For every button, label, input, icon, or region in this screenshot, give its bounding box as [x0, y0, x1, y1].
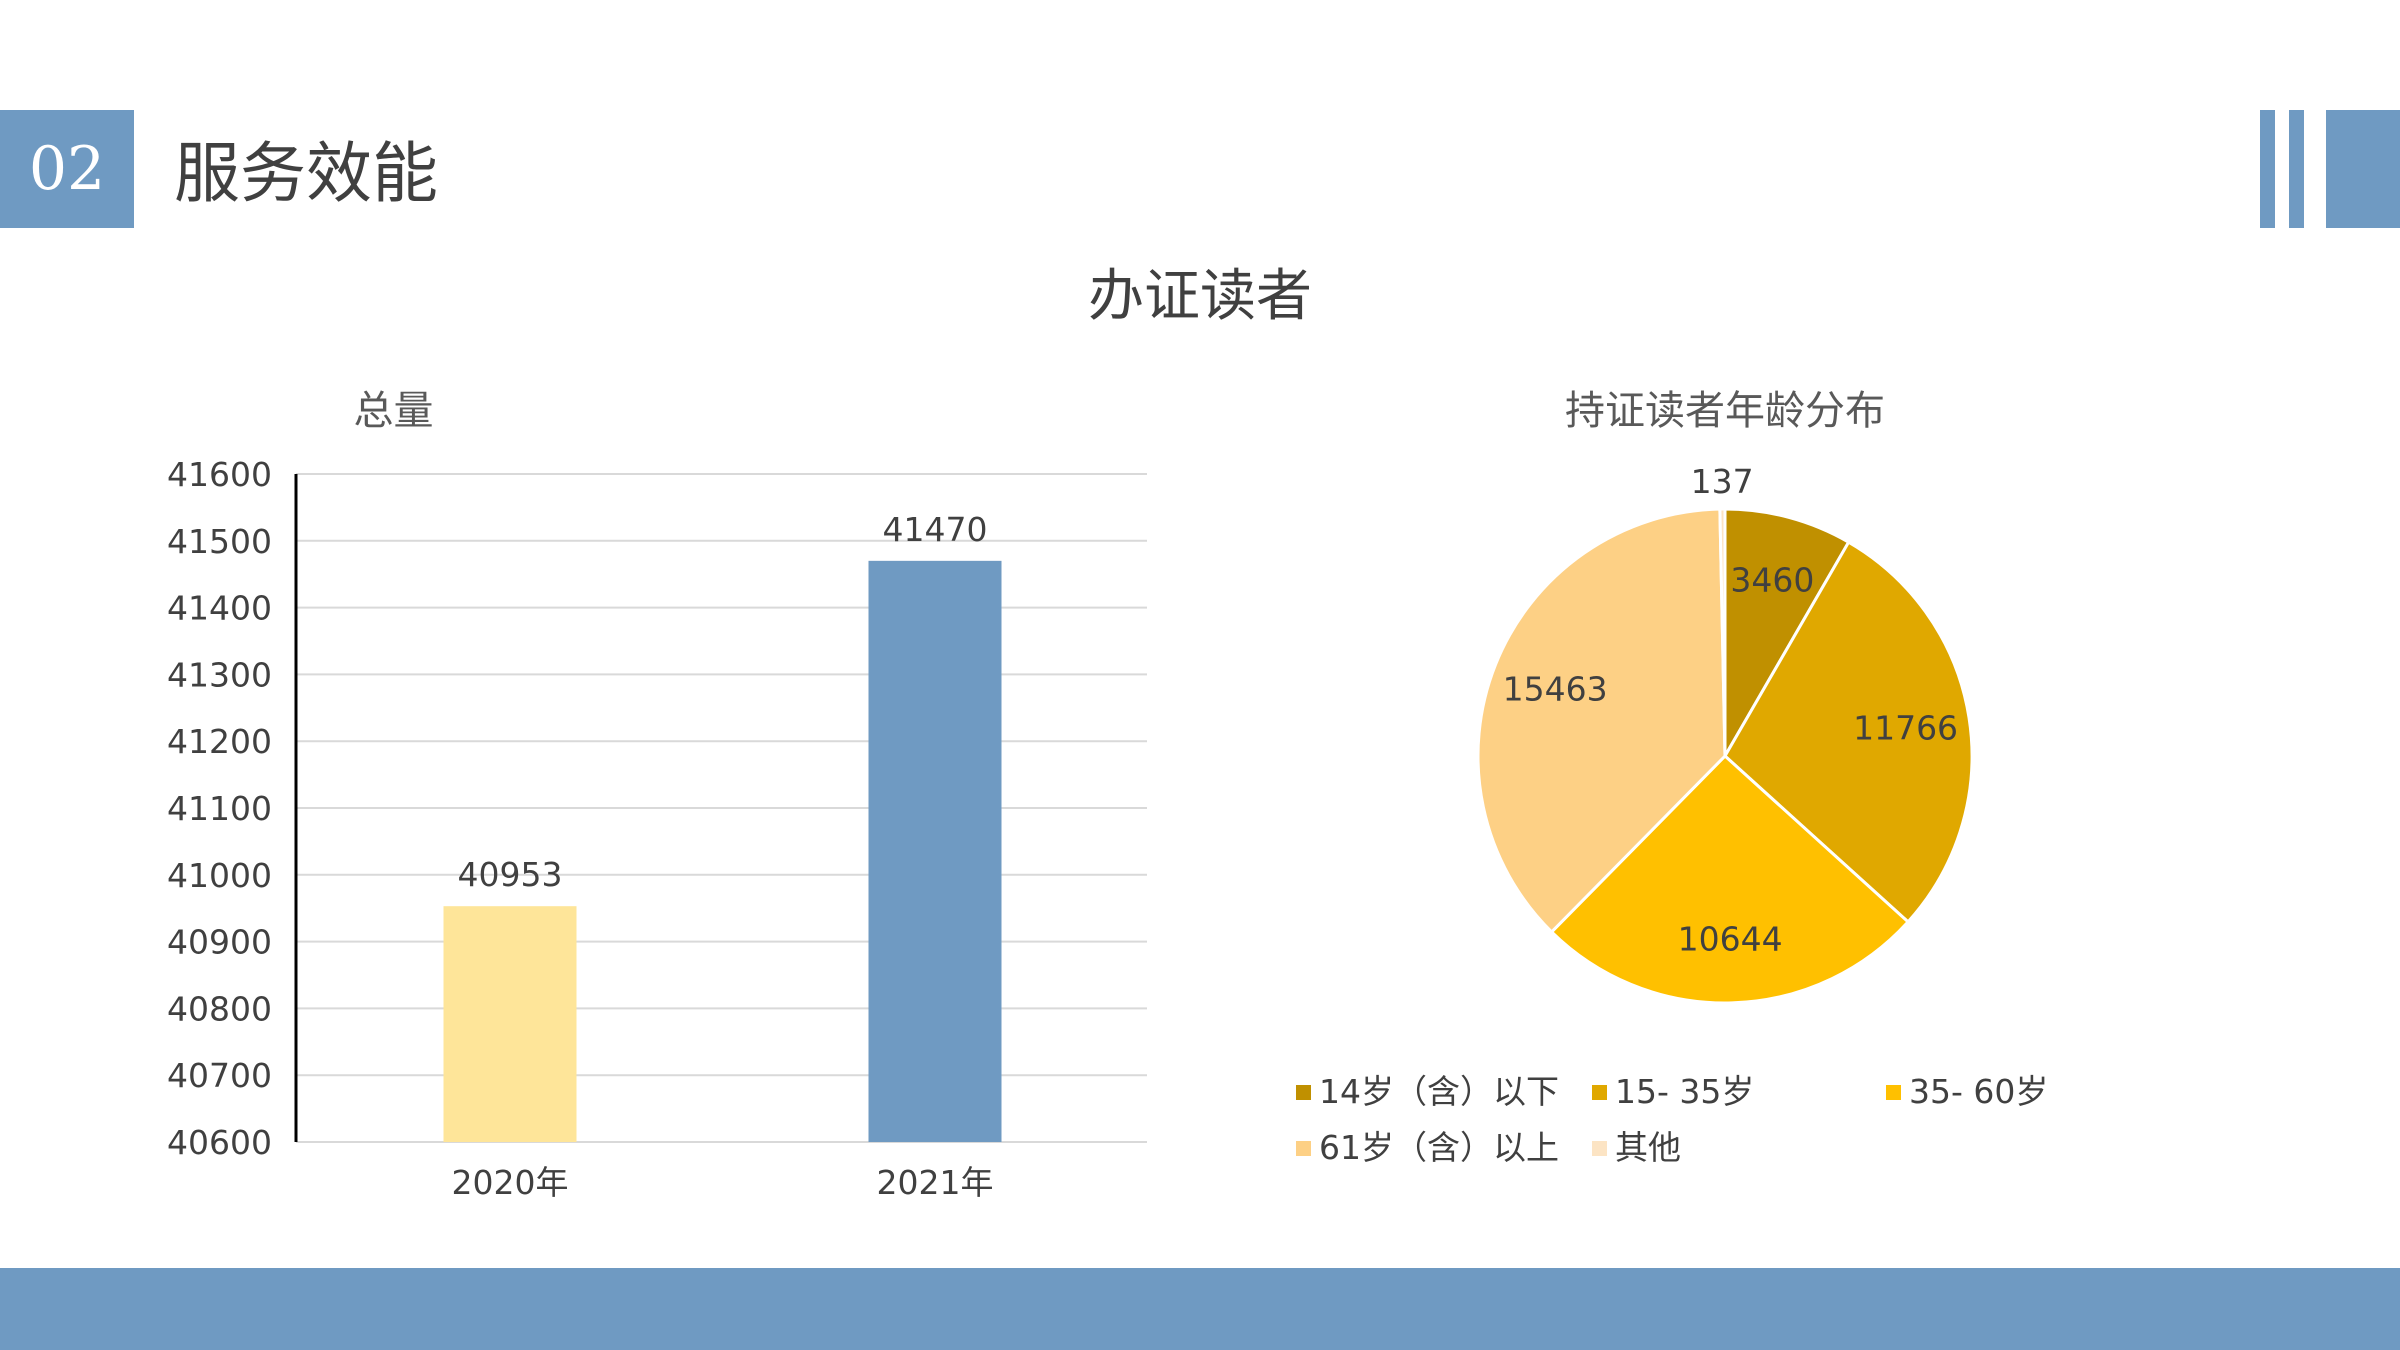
y-tick-label: 41300: [167, 655, 272, 694]
legend-label: 其他: [1615, 1128, 1681, 1167]
pie-chart: 持证读者年龄分布 3460 11766 10644 15463 137: [1476, 388, 1974, 1005]
legend-swatch: [1592, 1084, 1607, 1100]
legend-item: 14岁（含）以下: [1296, 1072, 1559, 1112]
pie-data-label: 137: [1691, 462, 1754, 501]
pie-data-label: 15463: [1503, 669, 1608, 708]
legend-item: 35- 60岁: [1886, 1072, 2048, 1112]
header-decoration-bar: [2289, 110, 2304, 228]
x-category-label: 2021年: [877, 1163, 994, 1202]
legend-label: 15- 35岁: [1615, 1072, 1755, 1111]
section-title: 服务效能: [174, 135, 438, 212]
legend-label: 35- 60岁: [1909, 1072, 2049, 1111]
y-tick-label: 41200: [167, 722, 272, 761]
bar-data-label: 41470: [883, 510, 988, 549]
pie-data-label: 3460: [1730, 560, 1814, 599]
legend-label: 61岁（含）以上: [1319, 1128, 1559, 1167]
bar-data-label: 40953: [458, 855, 563, 894]
bar-2020年: [443, 906, 577, 1142]
y-tick-label: 40900: [167, 923, 272, 962]
pie-slice-2: [1549, 753, 1911, 1005]
legend-label: 14岁（含）以下: [1319, 1072, 1559, 1111]
page-title: 办证读者: [1088, 264, 1312, 329]
y-tick-label: 41400: [167, 589, 272, 628]
y-tick-label: 40800: [167, 989, 272, 1028]
legend-swatch: [1886, 1084, 1901, 1100]
y-tick-label: 41600: [167, 455, 272, 494]
x-category-label: 2020年: [452, 1163, 569, 1202]
legend-swatch: [1592, 1140, 1607, 1156]
y-tick-label: 41500: [167, 522, 272, 561]
y-tick-label: 41000: [167, 856, 272, 895]
y-tick-label: 41100: [167, 789, 272, 828]
section-number-badge: 02: [0, 110, 134, 228]
pie-slice-3: [1476, 507, 1727, 935]
bar-2021年: [868, 560, 1002, 1142]
header-decoration-bar: [2260, 110, 2275, 228]
legend-item: 其他: [1592, 1128, 1681, 1168]
pie-slice-0: [1723, 507, 1851, 762]
legend-swatch: [1296, 1140, 1311, 1156]
legend-item: 61岁（含）以上: [1296, 1128, 1559, 1168]
y-tick-label: 40700: [167, 1056, 272, 1095]
footer-band: [0, 1268, 2400, 1350]
bar-chart: 总量 40600 40700 40800 40900 41000 41100 41200 413…: [167, 388, 1147, 1202]
legend-item: 15- 35岁: [1592, 1072, 1754, 1112]
bar-chart-title: 总量: [354, 388, 434, 434]
pie-slice-1: [1723, 540, 1974, 924]
pie-data-label: 10644: [1678, 920, 1783, 959]
pie-slice-4: [1718, 507, 1727, 757]
pie-data-label: 11766: [1853, 709, 1958, 748]
header-decoration-block: [2326, 110, 2400, 228]
pie-legend: 14岁（含）以下 15- 35岁 35- 60岁 61岁（含）以上 其他: [1296, 1072, 2096, 1192]
y-tick-label: 40600: [167, 1123, 272, 1162]
legend-swatch: [1296, 1084, 1311, 1100]
pie-chart-title: 持证读者年龄分布: [1565, 388, 1885, 434]
